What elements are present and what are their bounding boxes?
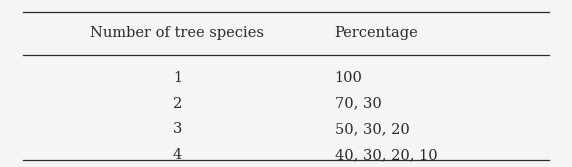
Text: Percentage: Percentage xyxy=(335,26,418,40)
Text: 70, 30: 70, 30 xyxy=(335,97,382,111)
Text: 3: 3 xyxy=(173,122,182,136)
Text: 2: 2 xyxy=(173,97,182,111)
Text: 4: 4 xyxy=(173,148,182,162)
Text: 40, 30, 20, 10: 40, 30, 20, 10 xyxy=(335,148,437,162)
Text: 50, 30, 20: 50, 30, 20 xyxy=(335,122,410,136)
Text: Number of tree species: Number of tree species xyxy=(90,26,264,40)
Text: 100: 100 xyxy=(335,71,363,85)
Text: 1: 1 xyxy=(173,71,182,85)
